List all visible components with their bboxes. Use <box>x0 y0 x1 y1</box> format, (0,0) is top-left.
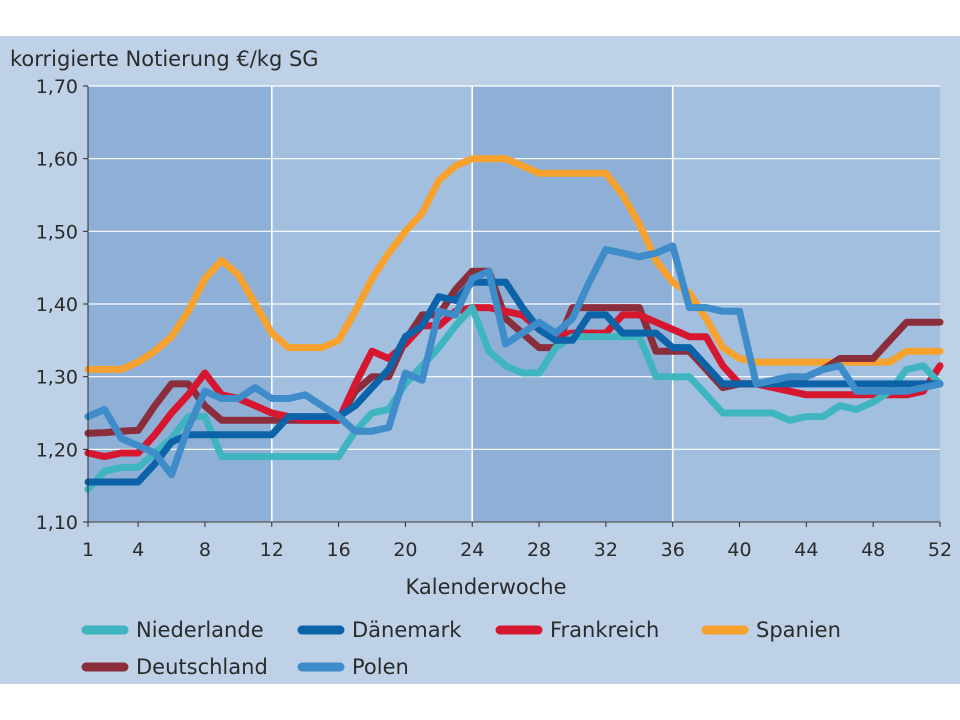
legend-label: Dänemark <box>352 618 462 642</box>
legend-label: Frankreich <box>550 618 659 642</box>
series-layer <box>84 155 944 493</box>
x-tick-label: 8 <box>199 539 211 561</box>
x-tick-label: 40 <box>727 539 751 561</box>
y-tick-label: 1,60 <box>36 149 78 171</box>
x-tick-label: 24 <box>460 539 484 561</box>
y-tick-label: 1,70 <box>36 76 78 98</box>
y-tick-label: 1,30 <box>36 367 78 389</box>
y-tick-label: 1,20 <box>36 439 78 461</box>
series-line-niederlande <box>84 304 944 493</box>
x-tick-label: 1 <box>82 539 94 561</box>
x-tick-label: 4 <box>132 539 144 561</box>
legend: Niederlande Dänemark Frankreich Spanien Deut… <box>81 618 841 679</box>
y-axis: 1,10 1,20 1,30 1,40 1,50 1,60 1,70 <box>36 76 89 534</box>
x-tick-label: 20 <box>393 539 417 561</box>
y-tick-label: 1,10 <box>36 512 78 534</box>
chart-title: korrigierte Notierung €/kg SG <box>10 47 319 71</box>
x-axis-label: Kalenderwoche <box>405 575 566 599</box>
y-tick-label: 1,40 <box>36 294 78 316</box>
x-tick-label: 36 <box>661 539 685 561</box>
x-tick-label: 16 <box>326 539 350 561</box>
series-line-spanien <box>84 155 944 373</box>
legend-label: Polen <box>352 655 409 679</box>
legend-label: Spanien <box>756 618 841 642</box>
series-line-deutschland <box>84 267 944 437</box>
x-tick-label: 48 <box>861 539 885 561</box>
chart-panel: 1,10 1,20 1,30 1,40 1,50 1,60 1,70 1 4 8 12 16 20 24… <box>0 36 960 684</box>
x-tick-label: 32 <box>594 539 618 561</box>
x-tick-label: 28 <box>527 539 551 561</box>
x-tick-label: 44 <box>794 539 818 561</box>
x-tick-label: 52 <box>928 539 952 561</box>
y-tick-label: 1,50 <box>36 221 78 243</box>
x-tick-label: 12 <box>260 539 284 561</box>
legend-label: Niederlande <box>136 618 264 642</box>
series-line-polen <box>84 242 944 479</box>
line-chart: 1,101,201,301,401,501,601,70 1 4 8 12 16 20 24… <box>10 47 952 679</box>
legend-label: Deutschland <box>136 655 268 679</box>
series-line-dänemark <box>84 278 944 486</box>
x-axis: 1 4 8 12 16 20 24 28 32 36 40 44 48 52 <box>82 521 952 561</box>
